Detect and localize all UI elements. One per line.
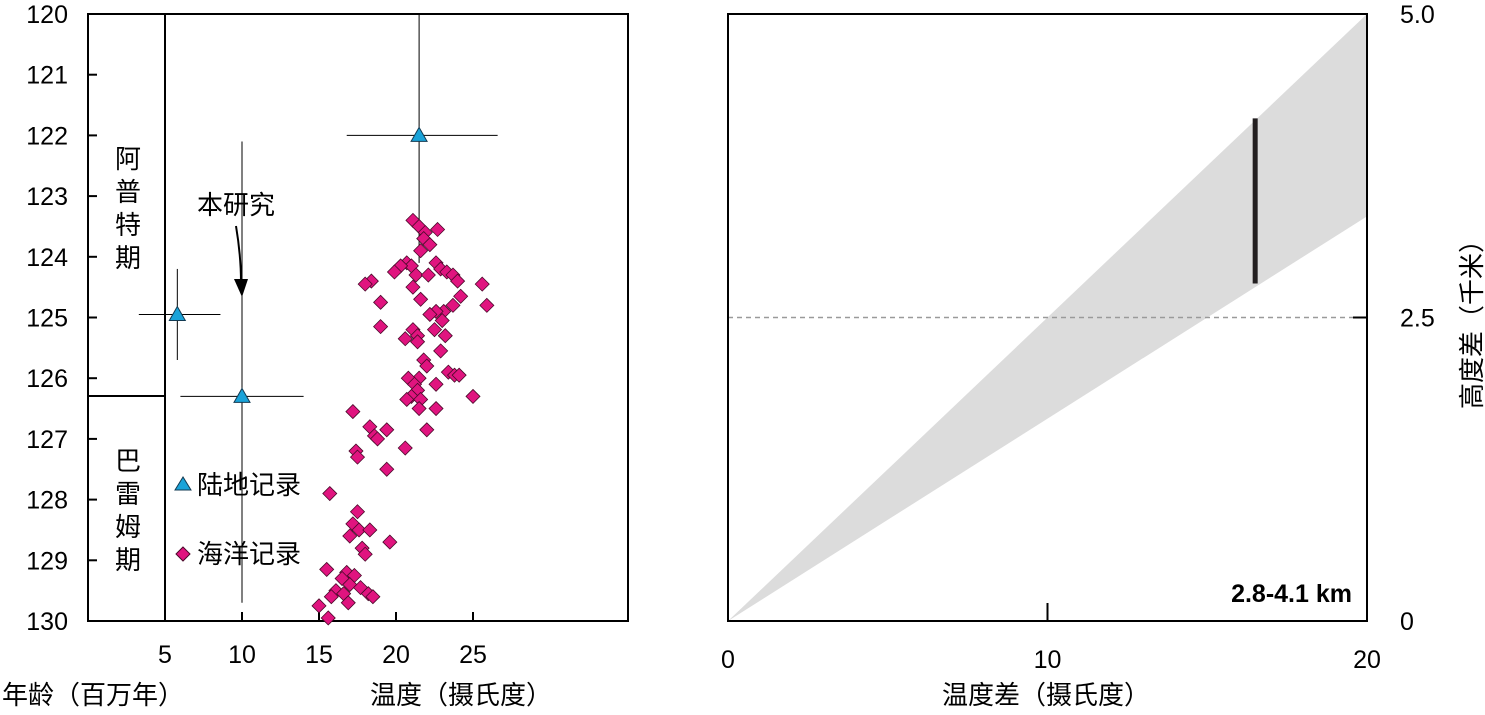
age-temperature-panel: 阿普特期 巴雷姆期 120 121 122 123 124 125 126 127 128 129… [2, 1, 629, 711]
left-x-tick-label: 20 [382, 641, 410, 669]
left-y-tick-label: 125 [26, 305, 68, 333]
marine-point [357, 546, 373, 562]
right-x-tick-label: 20 [1353, 646, 1381, 674]
legend-triangle-icon [174, 476, 192, 491]
marine-point [373, 294, 389, 310]
stage-label-barremian: 巴雷姆期 [115, 447, 141, 576]
marine-point [428, 400, 444, 417]
left-y-tick-label: 121 [26, 62, 68, 90]
marine-point [311, 598, 327, 614]
marine-point [322, 485, 338, 502]
marine-point [342, 577, 358, 593]
marine-point [408, 267, 424, 283]
left-x-ticks: 5 10 15 20 25 [158, 612, 487, 669]
marine-point [426, 322, 443, 338]
marine-point [349, 449, 366, 465]
marine-point [349, 504, 366, 520]
left-y-tick-label: 122 [26, 122, 68, 150]
marine-point [420, 267, 436, 283]
marine-point [419, 358, 435, 374]
marine-point [319, 561, 335, 577]
left-y-tick-label: 120 [26, 1, 68, 29]
left-y-tick-label: 123 [26, 183, 68, 211]
right-y-tick-label: 0 [1400, 608, 1414, 636]
marine-point [433, 343, 449, 359]
marine-point [369, 431, 386, 447]
marine-point [434, 312, 450, 329]
left-x-tick-label: 25 [459, 641, 487, 669]
right-x-axis-label: 温度差（摄氏度） [942, 681, 1150, 711]
marine-point [409, 334, 426, 350]
marine-point [342, 528, 358, 544]
left-y-ticks: 120 121 122 123 124 125 126 127 128 129 130 [26, 1, 97, 636]
marine-point [451, 367, 467, 383]
marine-point [479, 297, 495, 313]
marine-points [311, 212, 495, 626]
left-y-tick-label: 128 [26, 487, 68, 515]
marine-point [428, 376, 444, 392]
land-point [168, 305, 187, 321]
left-y-tick-label: 127 [26, 426, 68, 454]
marine-point [399, 391, 415, 408]
left-x-tick-label: 15 [305, 641, 333, 669]
marine-point [422, 306, 438, 323]
marine-point [379, 422, 395, 438]
left-y-axis-label: 年龄（百万年） [2, 681, 184, 711]
left-x-axis-label: 温度（摄氏度） [370, 681, 552, 711]
annotation-arrow-line [235, 225, 242, 283]
marine-point [465, 388, 481, 404]
marine-point [320, 610, 336, 626]
left-y-tick-label: 129 [26, 547, 68, 575]
annotation-arrowhead [234, 279, 248, 297]
legend-diamond-icon [175, 546, 191, 562]
legend-land-label: 陆地记录 [197, 471, 301, 501]
left-y-tick-label: 130 [26, 608, 68, 636]
marine-point [453, 288, 469, 304]
marine-point [379, 461, 395, 477]
marine-point [445, 297, 461, 313]
marine-point [405, 279, 421, 295]
marine-point [386, 264, 403, 280]
land-point [233, 387, 251, 403]
marine-point [382, 534, 398, 550]
marine-point [345, 404, 361, 420]
marine-point [413, 243, 429, 259]
left-y-tick-label: 124 [26, 244, 68, 272]
right-x-tick-label: 10 [1034, 646, 1062, 674]
range-label: 2.8-4.1 km [1231, 580, 1352, 608]
marine-point [437, 328, 453, 344]
land-points [168, 126, 428, 403]
marine-point [362, 522, 378, 538]
marine-point [422, 237, 438, 253]
marine-point [450, 273, 466, 289]
marine-point [419, 422, 435, 438]
marine-point [397, 331, 413, 347]
marine-point [413, 291, 429, 307]
left-y-tick-label: 126 [26, 365, 68, 393]
right-x-tick-label: 0 [721, 646, 735, 674]
marine-point [397, 440, 413, 456]
right-y-axis-label: 高度差（千米） [1458, 227, 1485, 409]
marine-point [351, 522, 367, 538]
marine-point [357, 276, 373, 292]
land-point [410, 126, 428, 142]
left-x-tick-label: 10 [228, 641, 256, 669]
marine-point [474, 276, 490, 292]
marine-point [365, 589, 381, 605]
marine-point [340, 595, 356, 611]
marine-point [323, 589, 339, 605]
right-y-ticks: 0 2.5 5.0 [1353, 1, 1435, 636]
marine-point [411, 400, 427, 417]
marine-point [430, 221, 446, 238]
annotation-this-study: 本研究 [197, 191, 275, 221]
right-y-tick-label: 5.0 [1400, 1, 1435, 29]
right-x-ticks: 0 10 20 [721, 603, 1381, 674]
right-y-tick-label: 2.5 [1400, 305, 1435, 333]
marine-point [373, 319, 389, 335]
elevation-temperature-panel: 4-6°C/km 2.8-4.1 km 0 10 20 02.55.0 温度差（摄氏… [721, 1, 1485, 711]
legend-marine-label: 海洋记录 [197, 540, 301, 570]
left-x-tick-label: 5 [158, 641, 172, 669]
stage-label-aptian: 阿普特期 [115, 145, 141, 274]
